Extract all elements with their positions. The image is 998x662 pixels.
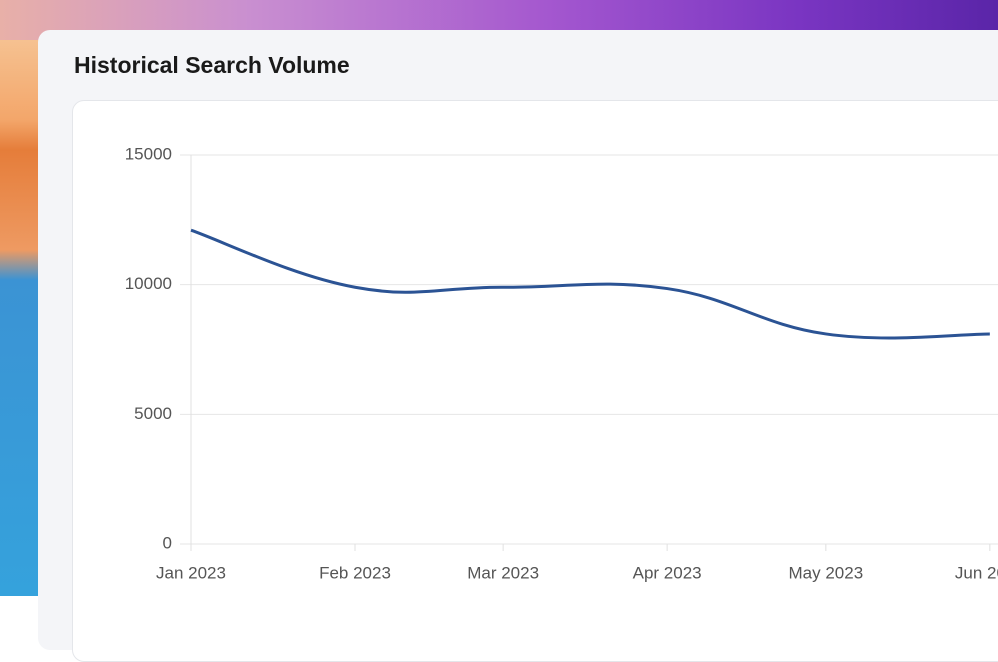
x-tick-label: Feb 2023: [319, 563, 391, 582]
x-tick-label: May 2023: [789, 563, 864, 582]
y-tick-label: 5000: [134, 404, 172, 423]
line-series: [190, 228, 990, 340]
chart: 0 5000 10000 15000 Jan 2023 Feb 2023 Mar 2023 A…: [125, 144, 998, 582]
x-tick-label: Jan 2023: [156, 563, 226, 582]
y-tick-label: 10000: [125, 274, 172, 293]
x-tick-label: Mar 2023: [467, 563, 539, 582]
x-tick-label: Jun 2023: [955, 563, 998, 582]
y-tick-label: 15000: [125, 144, 172, 163]
x-tick-label: Apr 2023: [633, 563, 702, 582]
chart-title: Historical Search Volume: [74, 52, 350, 78]
y-tick-label: 0: [163, 533, 172, 552]
